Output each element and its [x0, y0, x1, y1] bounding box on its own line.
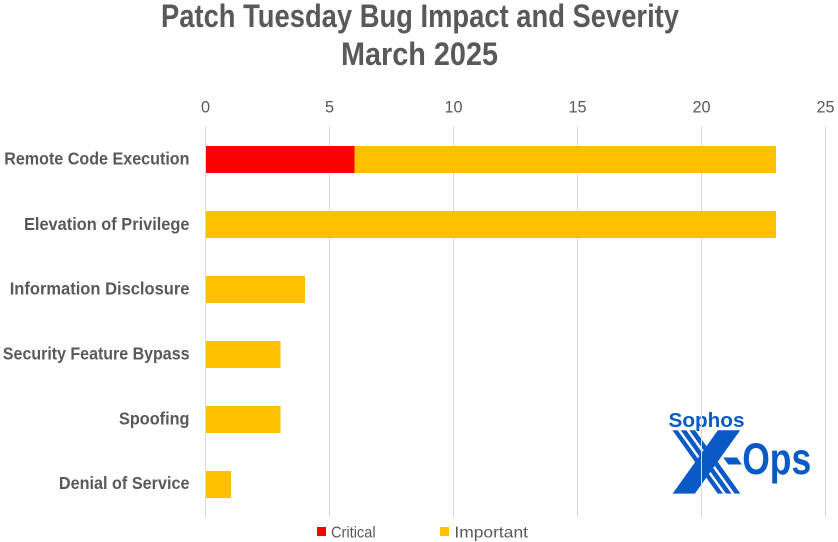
svg-text:Spoofing: Spoofing — [119, 410, 190, 429]
svg-text:Ops: Ops — [742, 434, 811, 484]
svg-text:0: 0 — [201, 98, 210, 116]
svg-text:Denial of Service: Denial of Service — [59, 474, 190, 493]
svg-text:Elevation of Privilege: Elevation of Privilege — [24, 215, 190, 234]
svg-text:Critical: Critical — [331, 523, 376, 541]
svg-text:10: 10 — [444, 98, 462, 116]
svg-text:Security Feature Bypass: Security Feature Bypass — [3, 345, 190, 364]
svg-text:5: 5 — [325, 98, 334, 116]
svg-text:20: 20 — [692, 98, 710, 116]
svg-text:15: 15 — [568, 98, 586, 116]
svg-text:March 2025: March 2025 — [341, 36, 498, 72]
svg-text:Patch Tuesday Bug Impact and S: Patch Tuesday Bug Impact and Severity — [161, 0, 679, 34]
svg-text:Information Disclosure: Information Disclosure — [10, 280, 190, 299]
svg-text:Remote Code Execution: Remote Code Execution — [4, 150, 189, 169]
svg-text:25: 25 — [816, 98, 834, 116]
svg-text:Important: Important — [454, 523, 528, 541]
svg-text:Sophos: Sophos — [669, 410, 745, 432]
